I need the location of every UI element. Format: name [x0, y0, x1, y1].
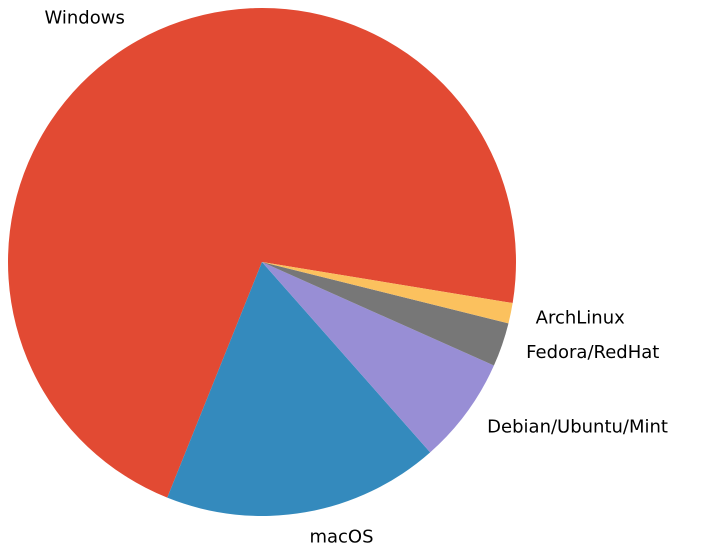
slice-label: Windows — [44, 8, 124, 29]
pie-slice — [262, 262, 494, 453]
pie-slice — [262, 262, 509, 366]
slice-label: Fedora/RedHat — [526, 342, 659, 363]
slice-label: macOS — [309, 526, 373, 547]
slice-label: ArchLinux — [536, 307, 625, 328]
pie-slice — [167, 262, 431, 516]
slice-label: Debian/Ubuntu/Mint — [487, 416, 668, 437]
pie-slice — [8, 8, 517, 498]
pie-slice — [262, 262, 513, 324]
